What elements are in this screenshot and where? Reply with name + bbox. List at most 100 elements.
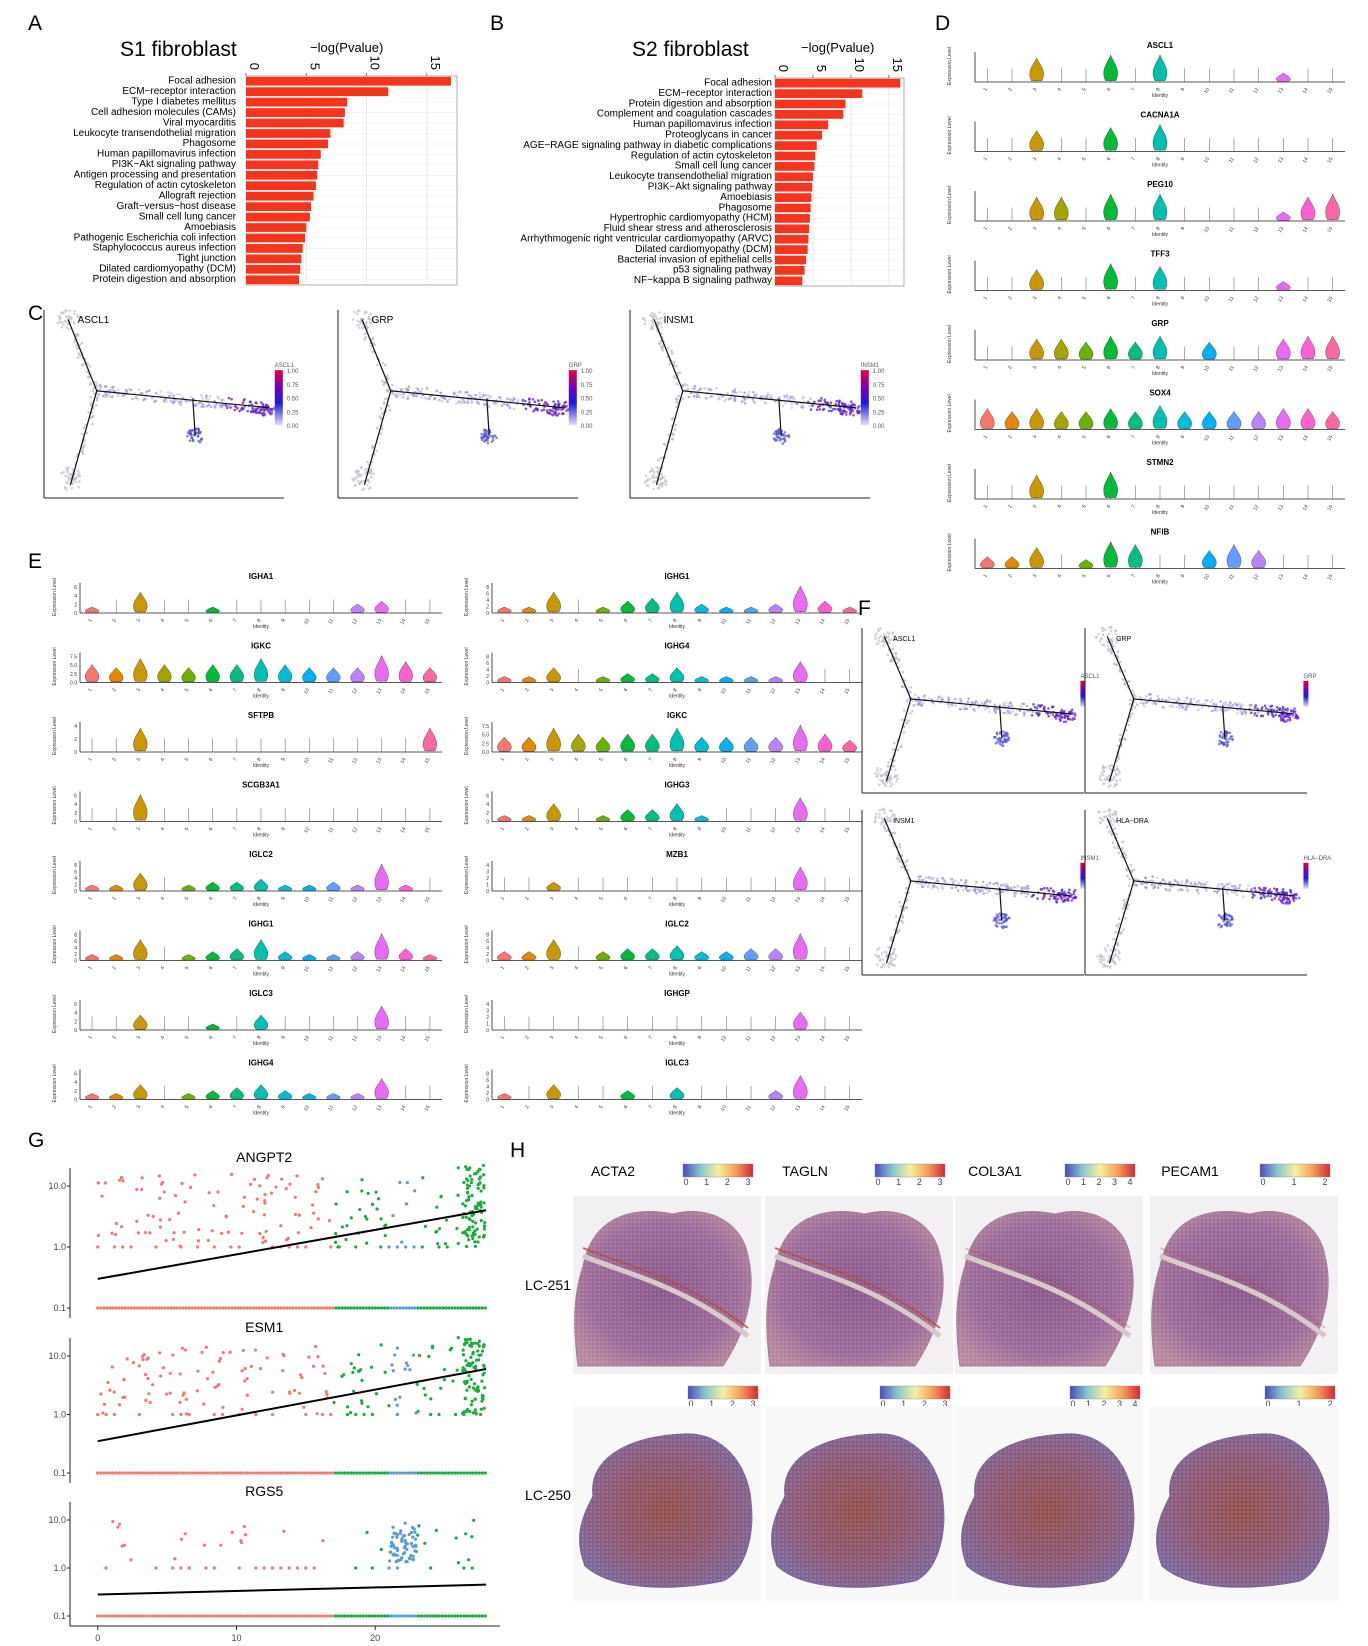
violin xyxy=(326,667,341,682)
cell-point xyxy=(957,881,961,885)
cluster-tick-label: 2 xyxy=(1007,573,1014,579)
cell-point xyxy=(874,953,877,957)
category-label: Type I diabetes mellitus xyxy=(132,96,237,107)
violin xyxy=(1029,196,1044,220)
x-axis-label: Identity xyxy=(669,763,686,769)
cell-point xyxy=(839,406,842,410)
cell-point xyxy=(905,699,909,702)
scatter-point xyxy=(358,1207,362,1212)
scatter-point xyxy=(270,1412,275,1417)
cluster-tick-label: 9 xyxy=(280,618,287,624)
cluster-tick-label: 4 xyxy=(1056,434,1063,440)
cell-point xyxy=(168,399,172,402)
cell-point xyxy=(985,884,988,888)
scatter-point xyxy=(141,1354,145,1358)
cell-point xyxy=(1005,882,1008,886)
scatter-point xyxy=(141,1471,146,1475)
cell-point xyxy=(1064,720,1068,724)
scatter-point xyxy=(422,1386,426,1391)
cluster-tick-label: 5 xyxy=(184,896,191,902)
scatter-title: ANGPT2 xyxy=(236,1149,292,1165)
scatter-point xyxy=(469,1341,473,1345)
y-tick-label: 6 xyxy=(486,939,489,945)
cell-point xyxy=(1244,713,1248,716)
scatter-point xyxy=(468,1337,472,1341)
cell-point xyxy=(1135,884,1139,887)
y-tick-label: 8 xyxy=(486,933,489,939)
cell-point xyxy=(985,891,989,895)
cell-point xyxy=(954,885,958,889)
bar xyxy=(246,223,307,232)
category-label: AGE−RAGE signaling pathway in diabetic c… xyxy=(523,140,772,151)
legend-title: HLA−DRA xyxy=(1303,856,1331,862)
cell-point xyxy=(1132,691,1136,695)
scatter-point xyxy=(370,1202,375,1206)
cluster-tick-label: 8 xyxy=(1155,365,1162,371)
scatter-point xyxy=(240,1407,244,1411)
cell-point xyxy=(1196,699,1200,703)
cell-point xyxy=(201,397,205,400)
cell-point xyxy=(927,875,930,879)
scatter-point xyxy=(281,1352,285,1356)
cell-point xyxy=(818,408,822,411)
scatter-point xyxy=(374,1392,379,1396)
scatter-point xyxy=(248,1471,252,1475)
cell-point xyxy=(467,394,471,397)
cell-point xyxy=(180,400,183,403)
scatter-point xyxy=(118,1178,122,1182)
cell-point xyxy=(752,400,755,403)
violin xyxy=(1251,550,1266,568)
cell-point xyxy=(419,390,423,394)
cell-point xyxy=(1281,709,1284,712)
scatter-point xyxy=(477,1358,481,1362)
cell-point xyxy=(363,338,366,341)
cell-point xyxy=(481,395,484,399)
scatter-point xyxy=(193,1173,197,1177)
cluster-tick-label: 14 xyxy=(1302,156,1310,164)
scatter-point xyxy=(263,1198,267,1203)
violin xyxy=(1004,556,1020,569)
scatter-point xyxy=(288,1306,292,1310)
cluster-tick-label: 2 xyxy=(111,687,118,693)
cell-point xyxy=(964,704,968,707)
violin xyxy=(85,1093,100,1100)
category-label: Staphylococcus aureus infection xyxy=(93,243,236,254)
cell-point xyxy=(56,321,60,325)
cluster-tick-label: 8 xyxy=(256,896,263,902)
cell-point xyxy=(1212,702,1215,706)
cell-point xyxy=(995,915,999,919)
cell-point xyxy=(833,407,837,411)
cluster-tick-label: 7 xyxy=(1130,156,1137,162)
panel-c-trajectories: ASCL1ASCL11.000.750.500.250.00GRPGRP1.00… xyxy=(43,308,885,499)
cell-point xyxy=(1098,960,1102,964)
cell-point xyxy=(168,394,171,398)
cluster-tick-label: 10 xyxy=(720,757,728,765)
cell-point xyxy=(1123,902,1127,906)
cluster-tick-label: 7 xyxy=(1130,504,1137,510)
cluster-tick-label: 14 xyxy=(400,896,408,904)
scatter-point xyxy=(431,1306,436,1310)
cell-point xyxy=(772,432,776,435)
cell-point xyxy=(783,431,787,434)
cluster-tick-label: 9 xyxy=(697,687,704,693)
scatter-point xyxy=(265,1356,269,1360)
legend-tick-label: 0.00 xyxy=(873,424,885,430)
scatter-point xyxy=(405,1181,409,1185)
y-tick-label: 0 xyxy=(486,889,489,895)
cell-point xyxy=(1287,713,1290,717)
cluster-tick-label: 2 xyxy=(111,757,118,763)
gene-title: CACNA1A xyxy=(1140,111,1179,120)
cell-point xyxy=(1185,705,1188,709)
cell-point xyxy=(1002,704,1006,707)
cell-point xyxy=(885,950,888,954)
cluster-tick-label: 14 xyxy=(400,687,408,695)
cell-point xyxy=(1006,712,1009,715)
cluster-tick-label: 11 xyxy=(327,826,335,834)
scatter-point xyxy=(352,1389,356,1393)
cell-point xyxy=(762,394,765,398)
cluster-tick-label: 7 xyxy=(232,1035,239,1041)
scatter-point xyxy=(171,1353,175,1357)
cell-point xyxy=(62,323,65,326)
cell-point xyxy=(355,324,359,327)
